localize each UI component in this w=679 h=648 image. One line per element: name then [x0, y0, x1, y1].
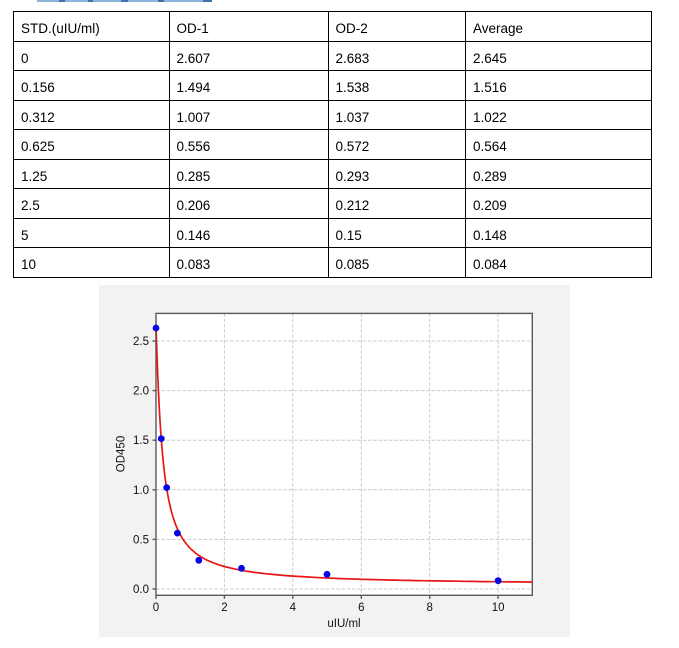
svg-text:6: 6 [358, 602, 364, 614]
svg-text:2.5: 2.5 [133, 336, 149, 348]
svg-text:2.0: 2.0 [133, 386, 149, 398]
svg-text:0.5: 0.5 [133, 534, 149, 546]
svg-text:2: 2 [221, 602, 227, 614]
svg-text:uIU/ml: uIU/ml [327, 618, 360, 630]
svg-text:1.0: 1.0 [133, 485, 149, 497]
svg-text:1.5: 1.5 [133, 435, 149, 447]
svg-text:4: 4 [290, 602, 297, 614]
svg-text:0: 0 [153, 602, 159, 614]
svg-text:10: 10 [492, 602, 505, 614]
svg-text:OD450: OD450 [116, 436, 128, 472]
svg-text:8: 8 [426, 602, 432, 614]
svg-text:0.0: 0.0 [133, 584, 149, 596]
